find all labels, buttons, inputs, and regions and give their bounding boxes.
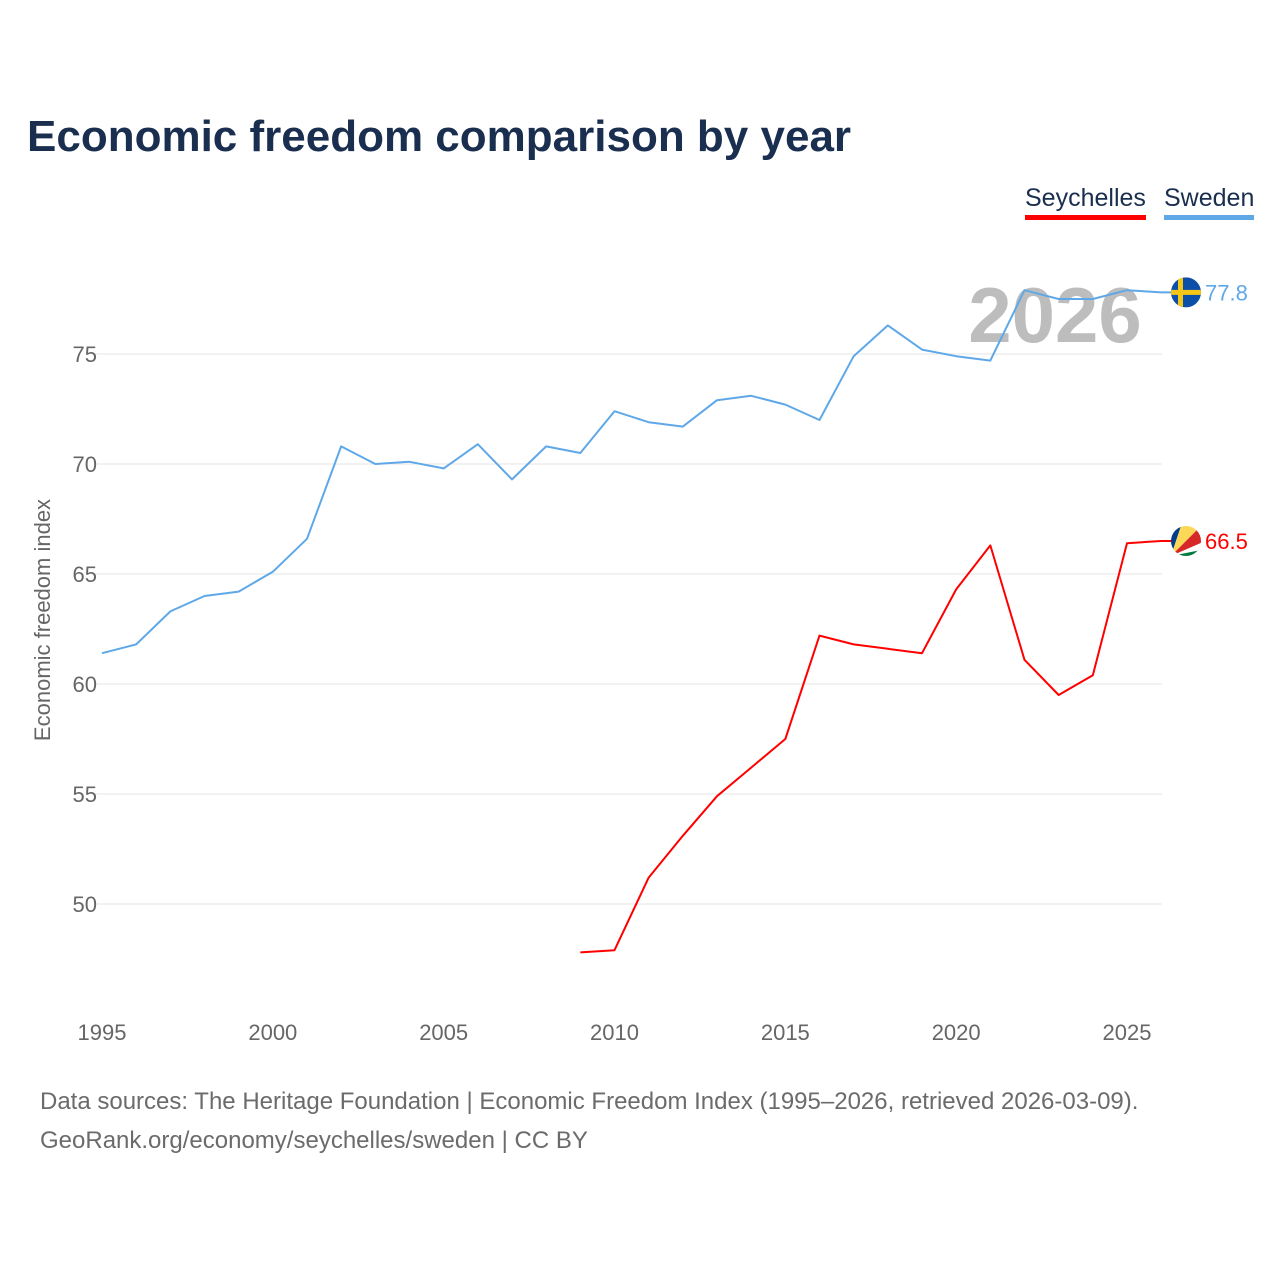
y-tick-label: 55 xyxy=(73,782,97,807)
y-tick-label: 75 xyxy=(73,342,97,367)
y-tick-label: 60 xyxy=(73,672,97,697)
chart-title: Economic freedom comparison by year xyxy=(27,112,852,161)
x-tick-label: 2025 xyxy=(1103,1020,1152,1045)
y-axis-label: Economic freedom index xyxy=(30,499,55,741)
x-tick-label: 2015 xyxy=(761,1020,810,1045)
legend-item-sweden[interactable]: Sweden xyxy=(1164,184,1255,220)
y-tick-label: 70 xyxy=(73,452,97,477)
x-tick-label: 2005 xyxy=(419,1020,468,1045)
sweden-flag-icon xyxy=(1171,277,1201,308)
footer-credit[interactable]: GeoRank.org/economy/seychelles/sweden | … xyxy=(40,1127,588,1154)
footer-sources: Data sources: The Heritage Foundation | … xyxy=(40,1088,1139,1115)
series-line-sweden xyxy=(101,289,1172,655)
seychelles-flag-icon xyxy=(1171,526,1201,556)
y-tick-label: 50 xyxy=(73,892,97,917)
end-value-label-seychelles: 66.5 xyxy=(1205,529,1248,554)
series-line-seychelles xyxy=(580,540,1172,954)
end-value-label-sweden: 77.8 xyxy=(1205,280,1248,305)
x-tick-label: 2000 xyxy=(248,1020,297,1045)
x-tick-label: 2020 xyxy=(932,1020,981,1045)
y-tick-label: 65 xyxy=(73,562,97,587)
x-tick-label: 1995 xyxy=(78,1020,127,1045)
legend-item-seychelles[interactable]: Seychelles xyxy=(1025,184,1146,220)
year-watermark: 2026 xyxy=(968,271,1142,359)
x-tick-label: 2010 xyxy=(590,1020,639,1045)
